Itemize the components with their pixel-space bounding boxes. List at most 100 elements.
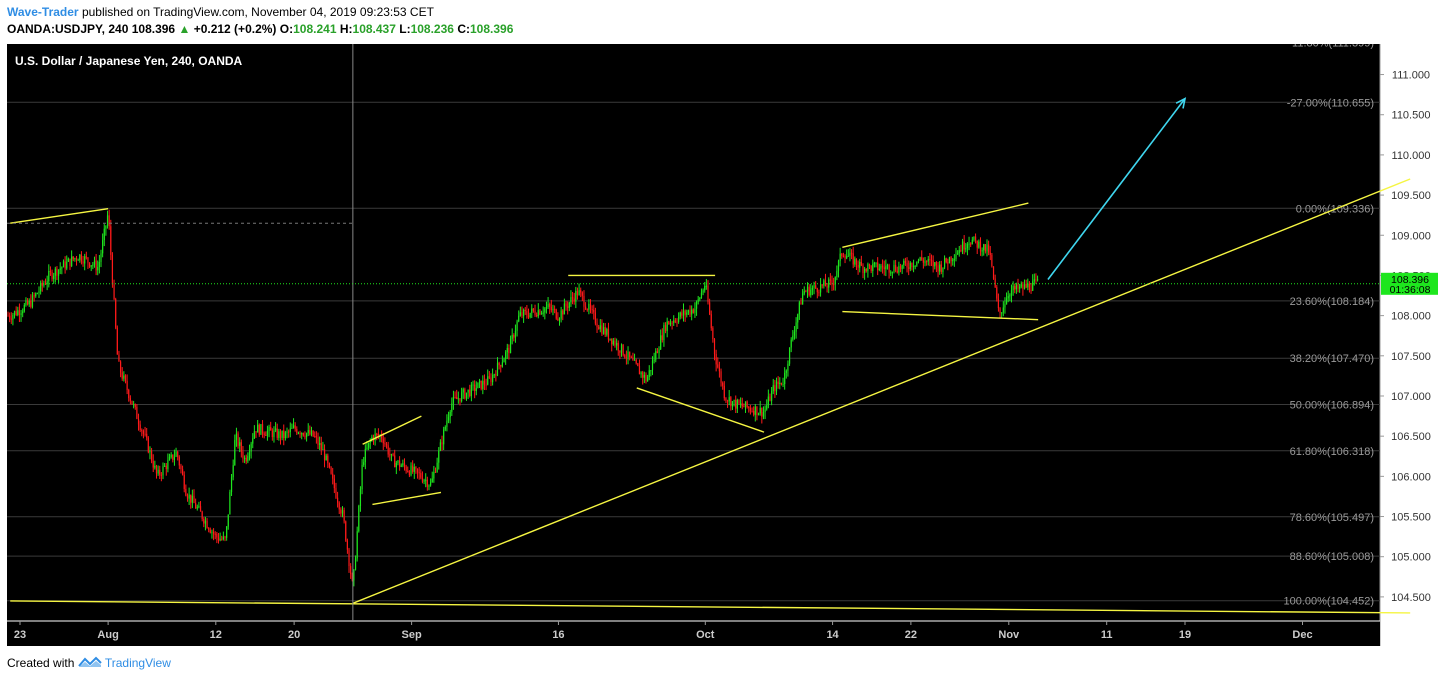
candle-body <box>653 359 655 361</box>
candle-body <box>674 320 676 322</box>
trendline <box>372 491 442 506</box>
candle-body <box>82 261 84 264</box>
candle-body <box>423 480 425 482</box>
candle-body <box>219 538 221 541</box>
candle-body <box>376 433 378 435</box>
symbol-label[interactable]: OANDA:USDJPY, 240 <box>7 22 129 36</box>
candle-body <box>25 300 27 306</box>
candle-body <box>258 424 260 435</box>
candle-body <box>911 262 913 268</box>
candle-body <box>358 505 360 532</box>
candle-body <box>72 256 74 260</box>
candle-body <box>425 479 427 481</box>
candle-body <box>216 533 218 538</box>
candle-body <box>831 279 833 285</box>
candle-body <box>92 264 94 266</box>
candle-body <box>185 488 187 496</box>
candle-body <box>296 428 298 434</box>
candle-body <box>302 433 304 436</box>
candle-body <box>35 293 37 297</box>
candle-body <box>888 265 890 273</box>
candle-body <box>217 537 220 541</box>
candle-body <box>1030 289 1032 291</box>
time-tick-label: Sep <box>402 629 422 641</box>
candle-body <box>759 407 761 414</box>
candle-body <box>991 254 993 267</box>
candle-body <box>545 307 548 309</box>
trendlines[interactable] <box>10 97 1411 614</box>
candle-body <box>501 362 503 367</box>
price-chart[interactable]: 11.80%(111.399)-27.00%(110.655)0.00%(109… <box>7 44 1444 646</box>
candle-body <box>315 436 317 438</box>
candle-body <box>826 286 828 288</box>
candle-body <box>901 265 903 270</box>
candle-body <box>279 431 282 438</box>
candle-body <box>939 264 941 272</box>
chart-title: U.S. Dollar / Japanese Yen, 240, OANDA <box>15 54 243 68</box>
candle-body <box>15 311 17 315</box>
plot-background[interactable] <box>7 44 1380 621</box>
candle-body <box>679 312 681 317</box>
candle-body <box>172 454 174 460</box>
candle-body <box>624 355 626 358</box>
candle-body <box>17 310 19 315</box>
candle-body <box>430 482 432 486</box>
candle-body <box>252 438 254 444</box>
tradingview-link[interactable]: TradingView <box>104 656 171 670</box>
candle-body <box>508 347 510 354</box>
candle-body <box>839 253 841 261</box>
candle-body <box>549 304 551 307</box>
candle-body <box>472 384 474 386</box>
candle-body <box>992 266 995 279</box>
time-axis[interactable] <box>7 621 1380 646</box>
candle-body <box>815 285 817 289</box>
time-tick-label: 23 <box>14 629 26 641</box>
candle-body <box>155 465 158 474</box>
candle-body <box>456 397 458 400</box>
candle-body <box>519 312 521 316</box>
candle-body <box>444 426 446 430</box>
candle-body <box>75 258 78 260</box>
candle-body <box>922 259 924 263</box>
candle-body <box>325 455 327 461</box>
candle-body <box>164 465 166 467</box>
candle-body <box>589 303 592 310</box>
price-axis[interactable] <box>1380 44 1444 621</box>
candle-body <box>537 310 539 317</box>
candle-body <box>862 265 864 274</box>
candle-body <box>829 279 831 281</box>
candle-body <box>227 514 229 527</box>
author-link[interactable]: Wave-Trader <box>7 5 79 19</box>
candle-body <box>885 266 887 270</box>
candle-body <box>1033 279 1035 282</box>
candle-body <box>604 327 606 335</box>
candle-body <box>286 431 288 433</box>
candle-body <box>206 520 208 529</box>
candle-body <box>978 241 980 248</box>
candle-body <box>762 412 765 417</box>
candle-body <box>682 310 685 316</box>
candle-body <box>534 310 536 315</box>
candle-body <box>397 460 399 463</box>
overlays <box>7 44 1380 621</box>
trendline <box>10 208 109 224</box>
candle-body <box>405 466 407 471</box>
candle-body <box>637 363 639 367</box>
candle-body <box>129 398 131 401</box>
candle-body <box>105 225 107 229</box>
candle-body <box>43 283 45 286</box>
candle-body <box>821 284 823 286</box>
candle-body <box>462 389 464 393</box>
candle-body <box>131 400 133 405</box>
fib-level-label: 88.60%(105.008) <box>1290 551 1374 563</box>
candle-body <box>740 403 742 405</box>
candle-body <box>170 454 172 457</box>
candles <box>7 209 1039 587</box>
candle-body <box>658 349 660 354</box>
candle-body <box>751 410 753 412</box>
candle-body <box>1035 279 1037 281</box>
candle-body <box>536 314 538 317</box>
candle-body <box>988 244 990 253</box>
candle-body <box>1014 286 1016 290</box>
candle-body <box>61 267 63 269</box>
